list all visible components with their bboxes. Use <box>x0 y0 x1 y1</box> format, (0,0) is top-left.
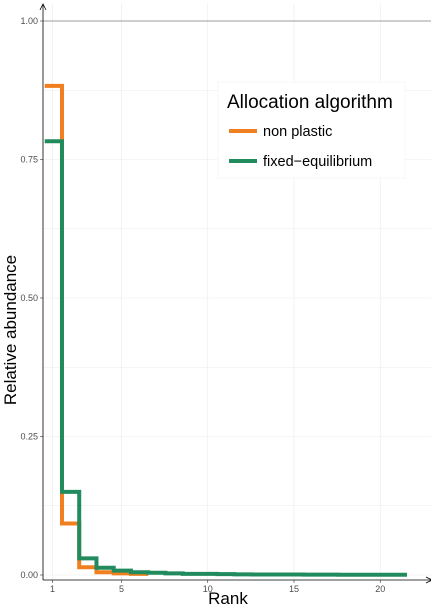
grid-lines <box>43 4 431 580</box>
legend: Allocation algorithm non plastic fixed−e… <box>217 81 406 179</box>
x-tick-label-3: 15 <box>289 584 299 594</box>
y-tick-label-3: 0.75 <box>20 155 38 165</box>
y-axis-title: Relative abundance <box>1 255 20 405</box>
y-tick-label-1: 0.25 <box>20 432 38 442</box>
series-line-fixed-equilibrium <box>44 139 407 577</box>
legend-title: Allocation algorithm <box>227 92 393 113</box>
legend-label-fixed-equilibrium: fixed−equilibrium <box>263 154 372 170</box>
y-axis-arrow <box>39 3 47 11</box>
y-tick-label-0: 0.00 <box>20 570 38 580</box>
x-tick-label-1: 5 <box>119 584 124 594</box>
y-tick-label-2: 0.50 <box>20 293 38 303</box>
x-axis-arrow <box>425 576 431 584</box>
x-tick-label-0: 1 <box>50 584 55 594</box>
x-axis-title: Rank <box>208 589 248 608</box>
x-tick-label-4: 20 <box>375 584 385 594</box>
y-tick-label-4: 1.00 <box>20 16 38 26</box>
legend-label-non-plastic: non plastic <box>263 124 332 140</box>
series-group <box>44 83 407 577</box>
tick-labels: 0.000.250.500.751.001 5 10 15 20 <box>20 16 385 594</box>
axes <box>39 3 431 584</box>
x-tick-label-2: 10 <box>203 584 213 594</box>
